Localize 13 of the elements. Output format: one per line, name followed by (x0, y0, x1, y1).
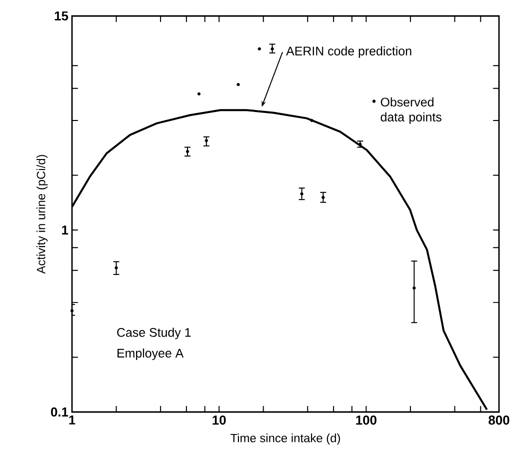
x-tick-label: 10 (212, 416, 226, 425)
text: AERIN code prediction (286, 46, 412, 58)
y-tick-label: 0.1 (50, 407, 68, 417)
x-tick-label: 100 (356, 416, 376, 425)
annotation: Case Study 1 (117, 328, 191, 340)
x-tick-label: 1 (69, 416, 76, 424)
y-tick-label: 15 (54, 11, 68, 21)
legend-label: Observed data points (380, 97, 442, 124)
y-tick-label: 1 (62, 226, 68, 234)
y-axis-title: Activity in urine (pCi/d) (36, 154, 48, 274)
x-axis-title: Time since intake (d) (230, 434, 340, 445)
annotation: Employee A (118, 348, 184, 360)
x-tick-label: 800 (488, 416, 510, 425)
